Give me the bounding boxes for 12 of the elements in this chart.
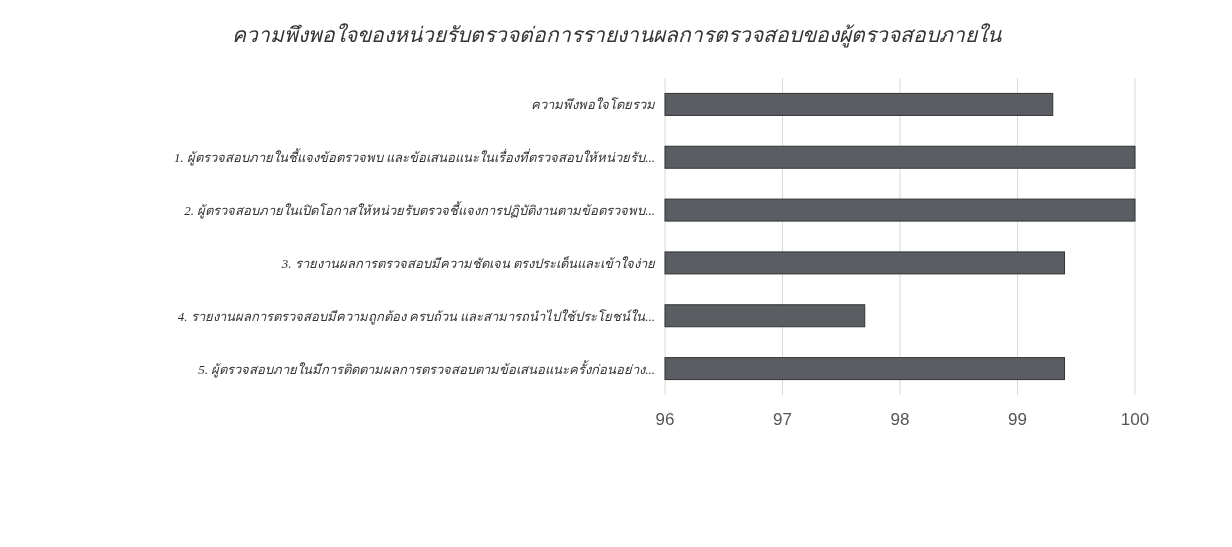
y-tick-label: 5. ผู้ตรวจสอบภายในมีการติดตามผลการตรวจสอบตามข้อเสนอแนะครั้งก่อนอย่าง... [198, 359, 655, 378]
x-tick-label: 96 [655, 410, 675, 429]
chart-title: ความพึงพอใจของหน่วยรับตรวจต่อการรายงานผลการตรวจสอบของผู้ตรวจสอบภายใน [231, 23, 1002, 48]
x-tick-label: 99 [1008, 410, 1027, 429]
y-tick-label: 2. ผู้ตรวจสอบภายในเปิดโอกาสให้หน่วยรับตรวจชี้แจงการปฏิบัติงานตามข้อตรวจพบ... [184, 201, 655, 220]
y-tick-label: 1. ผู้ตรวจสอบภายในชี้แจงข้อตรวจพบ และข้อเสนอแนะในเรื่องที่ตรวจสอบให้หน่วยรับ... [174, 148, 655, 167]
y-tick-label: ความพึงพอใจโดยรวม [531, 97, 656, 113]
y-tick-label: 4. รายงานผลการตรวจสอบมีความถูกต้อง ครบถ้วน และสามารถนำไปใช้ประโยชน์ใน... [177, 308, 655, 325]
y-tick-label: 3. รายงานผลการตรวจสอบมีความชัดเจน ตรงประเด็นและเข้าใจง่าย [280, 254, 656, 271]
x-tick-label: 100 [1120, 410, 1150, 429]
x-tick-label: 97 [773, 410, 792, 429]
x-tick-label: 98 [890, 410, 910, 429]
